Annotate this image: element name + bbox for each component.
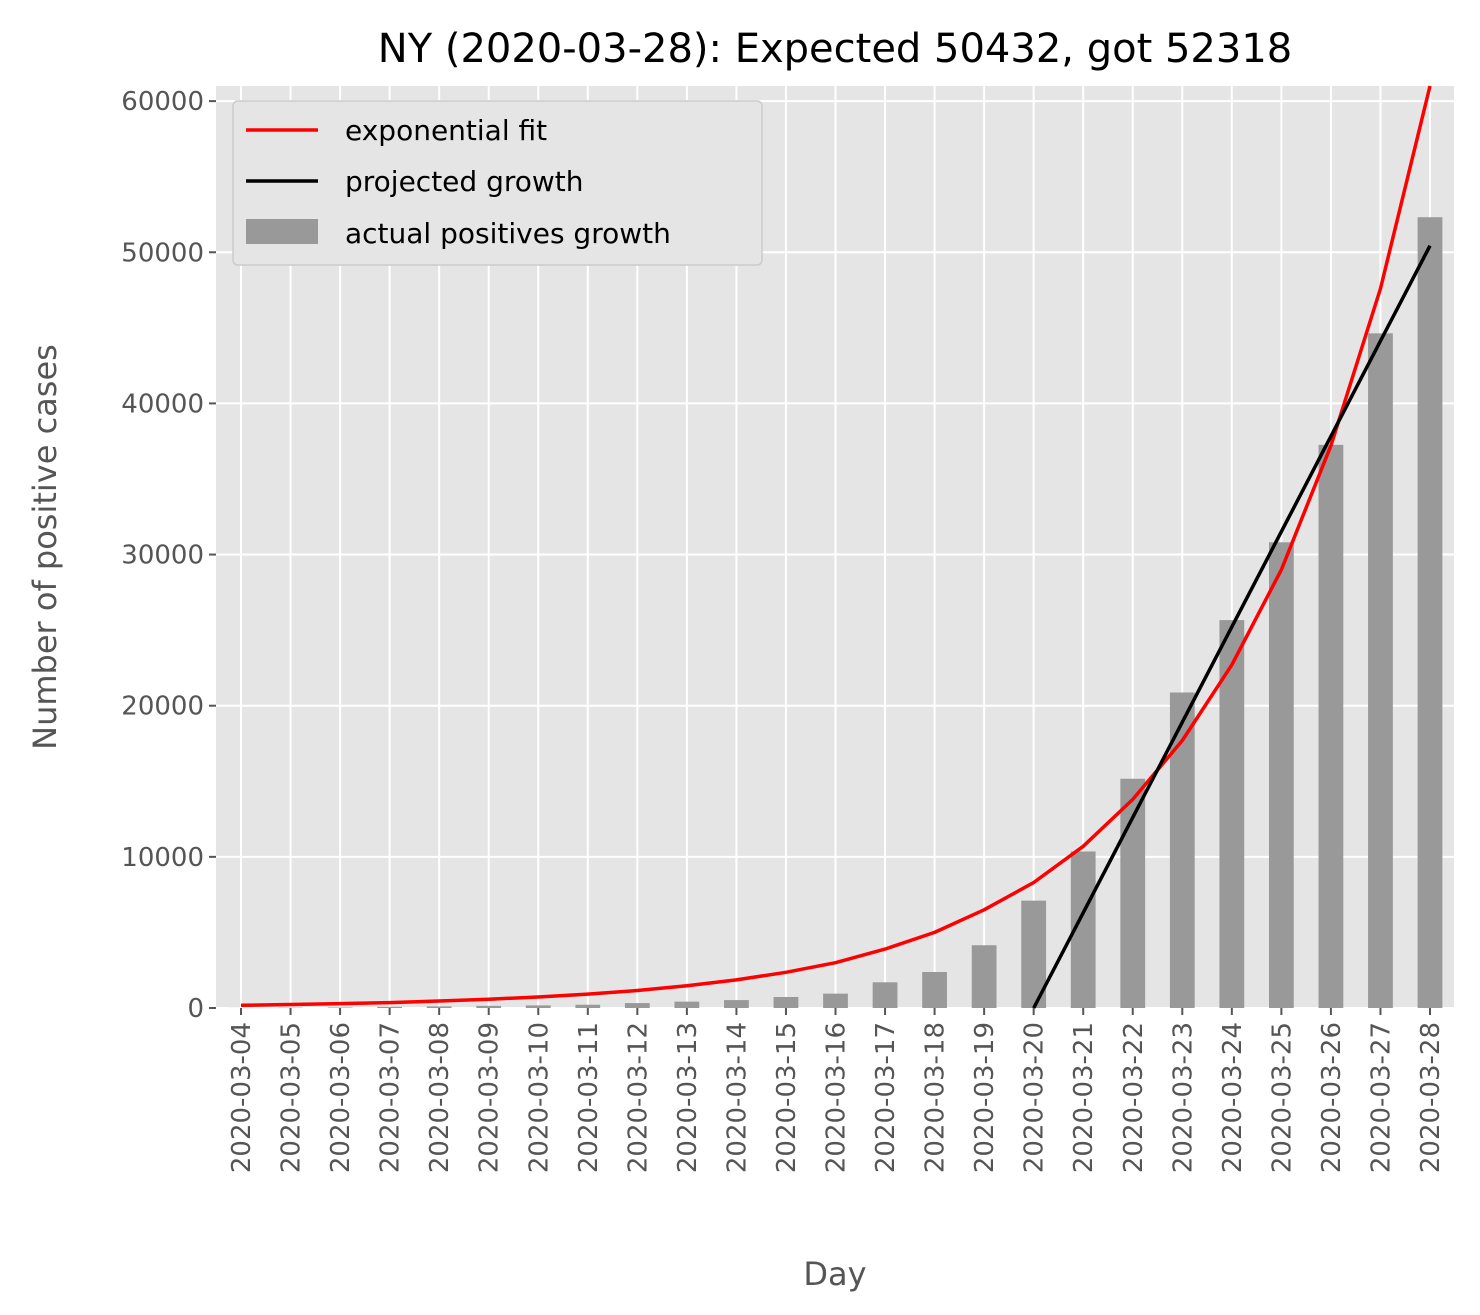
x-tick-label: 2020-03-20 bbox=[1020, 1022, 1050, 1173]
x-tick-label: 2020-03-04 bbox=[227, 1022, 257, 1173]
bar-2020-03-17 bbox=[872, 982, 898, 1008]
legend: exponential fit projected growth actual … bbox=[232, 100, 763, 266]
y-tick-label: 10000 bbox=[121, 843, 204, 873]
y-axis-ticks: 0 10000 20000 30000 40000 50000 60000 bbox=[121, 87, 216, 1024]
bar-2020-03-12 bbox=[624, 1003, 650, 1008]
y-tick-label: 40000 bbox=[121, 389, 204, 419]
legend-box bbox=[232, 100, 763, 266]
bar-layer bbox=[228, 217, 1443, 1009]
x-tick-label: 2020-03-21 bbox=[1069, 1022, 1099, 1173]
bar-2020-03-16 bbox=[823, 993, 848, 1008]
x-tick-label: 2020-03-08 bbox=[425, 1022, 455, 1173]
x-tick-label: 2020-03-26 bbox=[1317, 1022, 1347, 1173]
bar-2020-03-26 bbox=[1318, 444, 1344, 1008]
series-line-projected-growth bbox=[1032, 244, 1432, 1009]
x-tick-label: 2020-03-18 bbox=[921, 1022, 951, 1173]
legend-label-projected-growth: projected growth bbox=[345, 165, 584, 198]
y-tick-label: 0 bbox=[187, 994, 204, 1024]
y-axis-title: Number of positive cases bbox=[26, 344, 64, 750]
bar-2020-03-10 bbox=[525, 1005, 551, 1008]
x-axis-ticks: 2020-03-04 2020-03-05 2020-03-06 2020-03-07… bbox=[227, 1008, 1446, 1173]
bar-2020-03-27 bbox=[1368, 333, 1393, 1009]
legend-label-actual-positives-growth: actual positives growth bbox=[345, 217, 671, 250]
x-tick-label: 2020-03-17 bbox=[871, 1022, 901, 1173]
bar-2020-03-07 bbox=[377, 1006, 403, 1008]
x-tick-label: 2020-03-05 bbox=[277, 1022, 307, 1173]
bar-2020-03-08 bbox=[426, 1006, 452, 1008]
bar-2020-03-28 bbox=[1417, 217, 1443, 1008]
bar-2020-03-18 bbox=[922, 971, 947, 1008]
y-tick-label: 60000 bbox=[121, 87, 204, 117]
y-tick-label: 20000 bbox=[121, 692, 204, 722]
bar-2020-03-14 bbox=[724, 1000, 749, 1008]
x-axis-title: Day bbox=[803, 1255, 866, 1293]
y-tick-label: 50000 bbox=[121, 238, 204, 268]
x-tick-label: 2020-03-16 bbox=[822, 1022, 852, 1173]
bar-2020-03-15 bbox=[773, 996, 799, 1008]
bar-2020-03-23 bbox=[1169, 692, 1195, 1008]
bar-2020-03-19 bbox=[971, 945, 997, 1008]
bar-2020-03-11 bbox=[575, 1004, 601, 1008]
chart-title: NY (2020-03-28): Expected 50432, got 523… bbox=[378, 26, 1292, 72]
bar-2020-03-09 bbox=[476, 1005, 502, 1008]
x-tick-label: 2020-03-07 bbox=[376, 1022, 406, 1173]
bar-2020-03-22 bbox=[1120, 778, 1146, 1008]
line-layer bbox=[240, 85, 1432, 1009]
x-tick-label: 2020-03-19 bbox=[970, 1022, 1000, 1173]
x-tick-label: 2020-03-24 bbox=[1218, 1022, 1248, 1173]
x-tick-label: 2020-03-27 bbox=[1366, 1022, 1396, 1173]
y-tick-label: 30000 bbox=[121, 541, 204, 571]
x-tick-label: 2020-03-15 bbox=[772, 1022, 802, 1173]
x-tick-label: 2020-03-06 bbox=[326, 1022, 356, 1173]
x-tick-label: 2020-03-22 bbox=[1119, 1022, 1149, 1173]
x-tick-label: 2020-03-13 bbox=[673, 1022, 703, 1173]
x-tick-label: 2020-03-25 bbox=[1267, 1022, 1297, 1173]
x-tick-label: 2020-03-28 bbox=[1416, 1022, 1446, 1173]
x-tick-label: 2020-03-23 bbox=[1168, 1022, 1198, 1173]
series-line-exponential-fit bbox=[240, 85, 1432, 1008]
x-tick-label: 2020-03-09 bbox=[475, 1022, 505, 1173]
legend-label-exponential-fit: exponential fit bbox=[345, 114, 547, 147]
bar-2020-03-13 bbox=[674, 1001, 700, 1008]
x-tick-label: 2020-03-10 bbox=[524, 1022, 554, 1173]
x-tick-label: 2020-03-14 bbox=[722, 1022, 752, 1173]
bar-2020-03-24 bbox=[1219, 620, 1245, 1008]
x-tick-label: 2020-03-11 bbox=[574, 1022, 604, 1173]
x-tick-label: 2020-03-12 bbox=[623, 1022, 653, 1173]
legend-swatch-actual-positives-growth bbox=[246, 219, 318, 244]
bar-2020-03-25 bbox=[1268, 542, 1294, 1008]
